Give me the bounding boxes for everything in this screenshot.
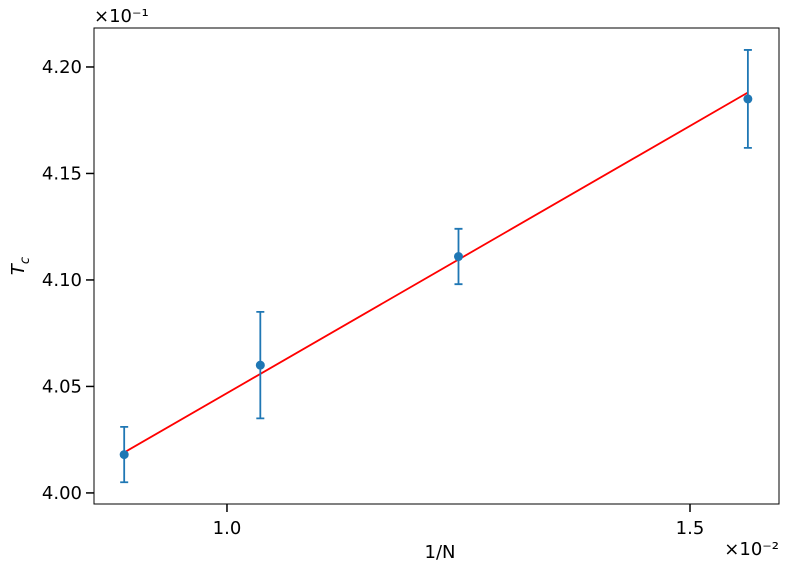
y-tick-label: 4.00 <box>42 483 82 504</box>
y-axis-label: Tc <box>8 257 33 275</box>
data-point <box>255 360 265 370</box>
y-tick-label: 4.15 <box>42 163 82 184</box>
y-tick-label: 4.20 <box>42 57 82 78</box>
x-tick-label: 1.0 <box>213 518 242 539</box>
y-axis-label-main: T <box>8 262 29 275</box>
x-axis-label: 1/N <box>425 542 456 563</box>
y-offset-label: ×10⁻¹ <box>94 6 149 27</box>
x-offset-label: ×10⁻² <box>724 539 779 560</box>
data-point <box>453 252 463 262</box>
y-tick-label: 4.10 <box>42 270 82 291</box>
y-tick-label: 4.05 <box>42 376 82 397</box>
data-point <box>119 450 129 460</box>
plot-frame <box>93 27 780 505</box>
y-axis-label-sub: c <box>18 257 33 264</box>
fit-line <box>123 91 749 454</box>
data-point <box>743 94 753 104</box>
x-tick-label: 1.5 <box>676 518 705 539</box>
